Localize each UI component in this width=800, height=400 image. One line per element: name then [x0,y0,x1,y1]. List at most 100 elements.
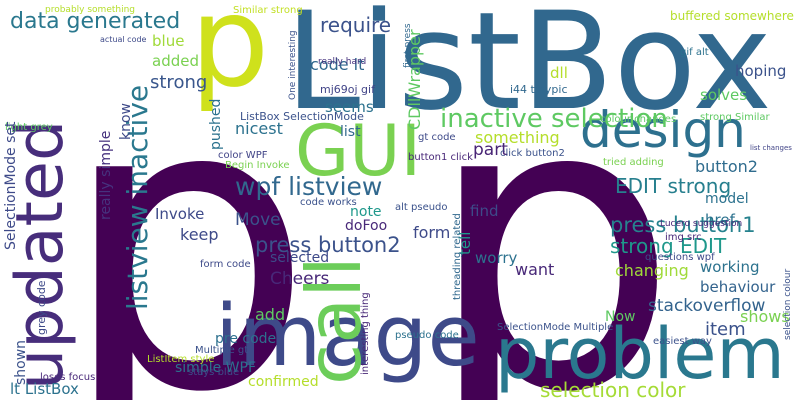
word: easiest way [653,336,712,347]
word: colour changes [600,114,676,125]
word: item [705,319,746,340]
word: button2 [695,157,758,176]
word: SelectionMode Multiple [497,322,613,333]
word: selection color [540,378,686,400]
word: strong Similar [700,112,771,123]
word: interesting thing [360,292,371,375]
word: nicest [235,119,283,138]
word: gt code [418,132,456,143]
word: questions wpf [645,252,715,263]
word: image [215,287,480,386]
word: threading related [452,213,463,300]
word: selected [270,250,329,266]
word: ListBox [285,0,772,140]
word: button1 click [408,152,473,163]
word: updated [3,120,78,390]
word: probably something [45,5,135,15]
word: alt pseudo [395,202,448,213]
word: keep [180,225,219,244]
word: light grey [5,122,53,133]
word: wpf listview [235,172,382,201]
word: GUI [295,110,421,192]
word: Lucero suggestion [660,219,742,229]
word: mj69oj gif [320,83,376,96]
word: img src [665,232,702,243]
word: working [700,258,760,276]
word: Multiple gt [195,345,248,356]
word: list [340,124,361,140]
word: Similar strong [233,5,303,16]
word: dll [550,64,568,82]
word: call [290,256,378,385]
word: form code [200,259,251,270]
word: actual code [100,35,147,44]
word: blue [152,32,184,50]
word: pushed [208,99,224,150]
word: require [320,13,391,37]
word: hoping [735,62,786,80]
word: simple WPF [175,360,256,376]
word: tried adding [603,157,664,168]
word: really simple [98,131,114,220]
word: note [350,204,382,220]
word: buffered somewhere [670,9,794,23]
word: loses focus [40,372,95,383]
word: press button1 [610,213,756,237]
word: p [190,0,269,115]
word: code works [300,197,357,208]
word: part [473,140,508,160]
word: add [255,305,285,324]
word: Begin Invoke [225,160,290,171]
word: click button2 [500,148,565,159]
word: Now [605,309,636,325]
word: i44 tinypic [510,83,568,96]
word: pre code [215,331,276,347]
word: stays blue [188,367,239,378]
word: behaviour [700,278,776,296]
word: p [425,15,679,400]
word: strong EDIT [610,234,727,258]
word: grey code [35,280,48,335]
word: doFoo [345,218,387,234]
word: press button2 [255,233,401,257]
word: Cheers [270,269,330,289]
word: listview inactive [121,85,154,310]
word: problem [495,313,785,395]
word: p [60,15,314,400]
word: confirmed [248,374,319,390]
word: first press [403,23,413,68]
word: One interesting [288,30,298,100]
word: shows [740,307,790,326]
word: stackoverflow [648,296,766,316]
word: tell [456,232,474,255]
word: EDIT strong [615,174,731,198]
word: worry [475,249,518,267]
word: find [470,202,498,220]
word: color WPF [218,150,268,161]
word: know [118,103,134,140]
word: strong [150,72,207,93]
word: design [580,101,746,159]
word: code lt [310,55,364,74]
word: ListBox SelectionMode [240,110,364,123]
word: ListItem style [147,354,214,365]
word: really hard [318,57,366,67]
word: shown [13,340,29,385]
word: seems [325,98,374,116]
word: want [515,260,554,279]
word: Invoke [155,205,204,223]
word: list changes [750,144,792,152]
word: data generated [10,9,180,34]
word: href [705,211,736,229]
word: form [413,223,450,242]
word: gif alt [680,47,709,58]
word: selection colour [783,269,793,340]
word: Move [235,210,281,230]
word: solves [700,86,747,104]
word: CDllWrapper [405,29,424,130]
word: SelectionMode set [3,121,19,250]
word: added [152,52,199,70]
